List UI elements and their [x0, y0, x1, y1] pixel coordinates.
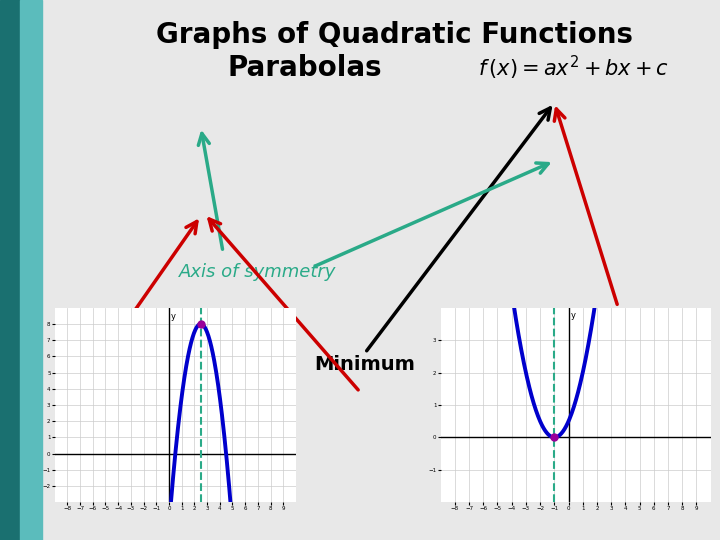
Text: Graphs of Quadratic Functions: Graphs of Quadratic Functions	[156, 21, 634, 49]
Text: Axis of symmetry: Axis of symmetry	[179, 263, 337, 281]
Text: Maximum: Maximum	[585, 315, 691, 334]
Text: $f\,(x) = ax^2 + bx + c$: $f\,(x) = ax^2 + bx + c$	[478, 54, 669, 82]
Bar	[0, 0, 20, 540]
Text: Vertex: Vertex	[90, 355, 163, 375]
Text: Minimum: Minimum	[315, 355, 415, 375]
Text: y: y	[571, 310, 576, 320]
Text: Parabolas: Parabolas	[228, 54, 382, 82]
Bar	[20, 0, 42, 540]
Text: y: y	[171, 312, 176, 321]
